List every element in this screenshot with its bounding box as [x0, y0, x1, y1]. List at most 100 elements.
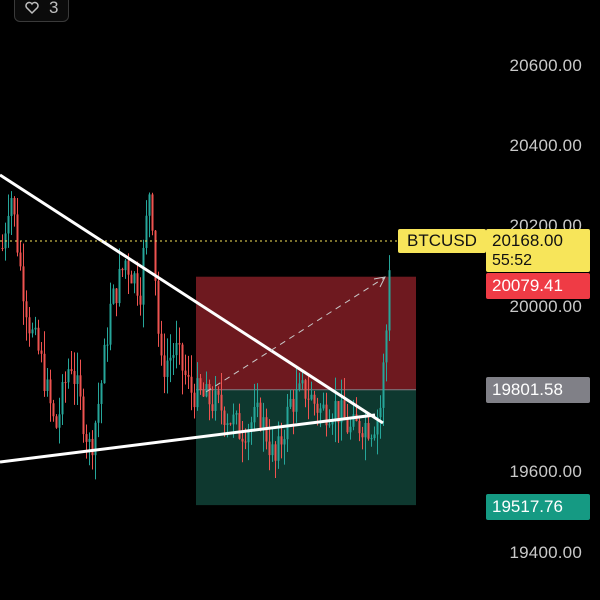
price-axis-label: 20400.00 — [509, 136, 582, 155]
candle-body — [133, 273, 136, 284]
candle-body — [328, 424, 331, 426]
candle-body — [268, 441, 271, 456]
candle-body — [46, 379, 49, 391]
candle-body — [100, 383, 103, 404]
candle-body — [103, 344, 106, 384]
candle-body — [178, 343, 181, 345]
candle-body — [43, 353, 46, 391]
candle-body — [130, 274, 133, 284]
arrow-head-icon — [373, 276, 386, 288]
candle-body — [73, 371, 76, 384]
candle-body — [40, 350, 43, 354]
candle-body — [316, 403, 319, 413]
candle-body — [172, 355, 175, 358]
candle-body — [49, 379, 52, 404]
candle-body — [91, 438, 94, 456]
candle-body — [55, 416, 58, 428]
candle-body — [322, 404, 325, 409]
candle-body — [187, 374, 190, 377]
candle-body — [361, 433, 364, 438]
candle-body — [127, 260, 130, 275]
current-price: 20168.00 — [492, 231, 563, 250]
candle-body — [190, 376, 193, 393]
candle-body — [382, 362, 385, 408]
candle-body — [154, 230, 157, 281]
stop-loss-price-tag: 20079.41 — [486, 273, 590, 299]
candle-body — [220, 394, 223, 411]
candle-body — [19, 252, 22, 267]
candle-body — [283, 439, 286, 445]
candle-body — [52, 403, 55, 417]
candle-body — [199, 378, 202, 391]
candle-body — [271, 444, 274, 456]
candle-body — [64, 382, 67, 384]
candle-body — [211, 404, 214, 411]
candle-body — [307, 398, 310, 400]
candle-body — [313, 394, 316, 404]
heart-icon — [25, 1, 39, 15]
candle-body — [232, 414, 235, 425]
candle-body — [226, 423, 229, 425]
candle-body — [301, 380, 304, 384]
candle-body — [379, 407, 382, 418]
candle-body — [202, 390, 205, 397]
candle-body — [124, 260, 127, 271]
stop-loss-zone — [196, 276, 416, 390]
candle-body — [253, 407, 256, 423]
candle-body — [223, 410, 226, 425]
candle-body — [334, 401, 337, 421]
candle-body — [1, 248, 4, 249]
candle-body — [184, 370, 187, 375]
candle-body — [352, 414, 355, 427]
candle-body — [310, 394, 313, 400]
candle-body — [280, 436, 283, 445]
candle-body — [136, 273, 139, 296]
badge-count: 3 — [49, 0, 59, 17]
candle-body — [37, 327, 40, 351]
candle-body — [7, 215, 10, 234]
price-axis-label: 20600.00 — [509, 56, 582, 75]
candle-body — [31, 329, 34, 334]
candle-body — [259, 402, 262, 429]
candle-body — [304, 380, 307, 399]
top-badge[interactable]: 3 — [14, 0, 70, 22]
candle-body — [364, 423, 367, 438]
candle-body — [28, 317, 31, 334]
candle-body — [238, 413, 241, 439]
projection-arrow — [205, 277, 385, 393]
candle-body — [109, 303, 112, 345]
bar-countdown: 55:52 — [492, 252, 533, 269]
candle-body — [67, 369, 70, 383]
candle-body — [160, 333, 163, 356]
candle-body — [148, 194, 151, 216]
candle-body — [61, 382, 64, 415]
price-axis-label: 19400.00 — [509, 543, 582, 562]
candle-body — [166, 360, 169, 377]
candle-body — [319, 408, 322, 413]
candle-body — [349, 426, 352, 433]
candle-body — [346, 418, 349, 433]
candle-body — [88, 438, 91, 442]
candle-body — [196, 378, 199, 408]
candle-body — [340, 400, 343, 423]
entry-price-tag: 19801.58 — [486, 377, 590, 403]
candle-body — [34, 327, 37, 330]
candle-body — [205, 384, 208, 397]
candle-body — [157, 280, 160, 334]
candle-body — [181, 344, 184, 371]
candle-body — [118, 268, 121, 304]
candle-body — [289, 398, 292, 407]
price-axis-label: 19600.00 — [509, 462, 582, 481]
symbol-label[interactable]: BTCUSD — [398, 229, 486, 253]
candle-body — [331, 420, 334, 425]
take-profit-price-tag: 19517.76 — [486, 494, 590, 520]
candle-body — [82, 396, 85, 435]
candle-body — [298, 383, 301, 390]
candle-body — [373, 434, 376, 439]
candle-body — [115, 288, 118, 304]
candle-body — [370, 438, 373, 440]
candle-body — [295, 389, 298, 412]
descending-trendline — [0, 173, 384, 425]
candle-body — [142, 247, 145, 305]
